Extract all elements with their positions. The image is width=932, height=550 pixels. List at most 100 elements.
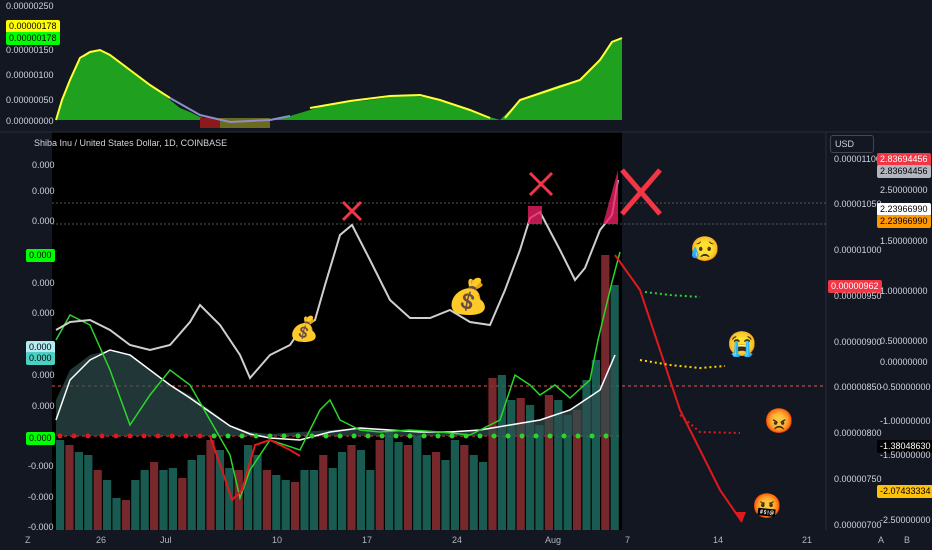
signal-dot [449,433,455,439]
volume-bar [187,460,196,530]
volume-bar [281,480,290,530]
price-label: 0.00001050 [834,199,882,209]
signal-dot [239,433,245,439]
x-axis-label: 24 [452,535,463,545]
x-axis-extra: Z [25,535,31,545]
volume-bar [573,410,582,530]
currency-button[interactable]: USD [830,135,874,153]
ribbon-white [55,349,616,441]
signal-dot [281,433,287,439]
signal-dot [267,433,273,439]
volume-bar [309,470,318,530]
volume-bar [366,470,375,530]
volume-bar [178,478,187,530]
left-y-label: 0.000 [32,401,55,411]
cross-marks [341,168,662,222]
volume-bar [432,452,441,530]
volume-bar [253,455,262,530]
volume-bar [403,445,412,530]
left-y-label: -0.000 [28,492,54,502]
volume-bar [375,440,384,530]
top-line-yellow3 [504,37,623,119]
volume-bar [168,468,177,530]
volume-bar [554,400,563,530]
signal-dot [519,433,525,439]
right-tag-gray: 2.83694456 [877,165,931,178]
projection-line [614,254,743,523]
top-y-label: 0.00000100 [6,70,54,80]
signal-dot [547,433,553,439]
volume-bar [460,445,469,530]
price-label: 0.00001100 [834,154,881,164]
volume-bar [422,455,431,530]
angry-face-icon: 😡 [764,408,794,435]
signal-dot [603,433,609,439]
right-y-label: 2.50000000 [880,185,928,195]
cry-face-icon: 😥 [690,236,720,263]
volume-bar [319,455,328,530]
x-axis-extra: A [878,535,885,545]
signal-dot [505,433,511,439]
signal-dot [99,433,105,439]
price-label: 0.00000700 [834,520,882,530]
volume-bar [291,482,300,530]
signal-dot [463,433,469,439]
top-line-yellow [55,48,171,121]
volume-bar [84,455,93,530]
right-tag-white: 2.23966990 [877,203,931,216]
volume-bar [225,468,234,530]
dot-proj-red [679,414,741,434]
volume-bar [347,445,356,530]
top-tag-yellow: 0.00000178 [6,20,60,33]
signal-dot [295,433,301,439]
price-label: 0.00001000 [834,245,882,255]
volume-bar [394,442,403,530]
green-dots [57,433,609,439]
volume-bar [450,440,459,530]
volume-bar [131,480,140,530]
volume-bar [65,445,74,530]
signal-dot [253,433,259,439]
volume-bar [56,440,65,530]
pink-fill-2 [603,170,618,224]
right-y-label: -0.50000000 [880,382,931,392]
volume-bar [121,500,130,530]
left-y-label: 0.000 [32,216,55,226]
signal-dot [407,433,413,439]
signal-dot [211,433,217,439]
x-axis-label: 10 [272,535,283,545]
right-tag-yellow: -2.07433334 [877,485,932,498]
signal-dot [197,433,203,439]
volume-bar [140,470,149,530]
right-y-label: 1.50000000 [880,236,928,246]
price-label: 0.00000800 [834,428,882,438]
signal-dot [351,433,357,439]
x-axis-label: 14 [713,535,724,545]
money-bag-icon: 💰 [447,278,490,316]
right-tag-orange: 2.23966990 [877,215,931,228]
green-line [55,251,621,501]
volume-bar [300,470,309,530]
volume-bar [328,468,337,530]
signal-dot [575,433,581,439]
right-y-label: 0.00000000 [880,357,928,367]
volume-bar [215,450,224,530]
volume-bar [103,480,112,530]
price-label: 0.00000900 [834,337,882,347]
top-y-label: 0.00000000 [6,116,54,126]
x-axis-label: 21 [802,535,813,545]
volume-bar [112,498,121,530]
volume-bars [56,255,619,530]
right-y-label: -2.50000000 [880,515,931,525]
volume-bar [563,415,572,530]
volume-bar [413,436,422,530]
price-label: 0.00000950 [834,291,882,301]
volume-bar [591,360,600,530]
volume-bar [516,398,525,530]
signal-dot [435,433,441,439]
volume-bar [197,455,206,530]
top-line-yellow2 [309,93,491,119]
price-tag: 0.00000962 [828,280,882,293]
signal-dot [477,433,483,439]
